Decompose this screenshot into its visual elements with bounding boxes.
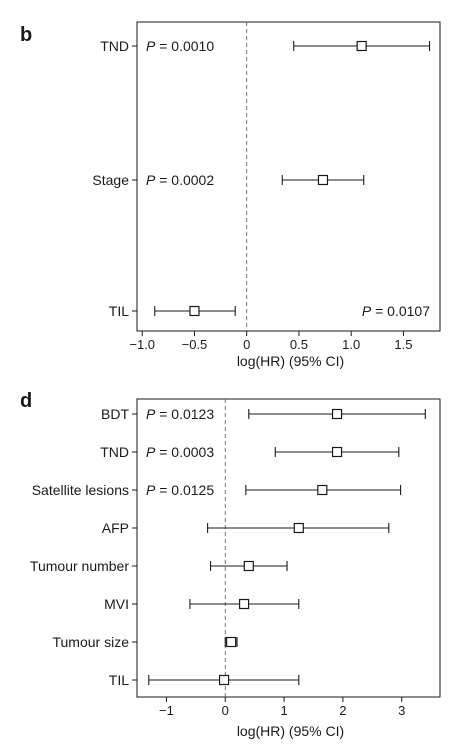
estimate-marker — [189, 305, 200, 317]
forest-row: Stage P = 0.0002 — [92, 172, 365, 188]
estimate-marker — [238, 598, 250, 610]
row-label: TND — [100, 444, 129, 460]
x-tick-label: 1.0 — [342, 337, 360, 352]
p-value-label: P = 0.0125 — [146, 482, 214, 498]
p-value-label: P = 0.0002 — [146, 172, 214, 188]
x-axis-title: log(HR) (95% CI) — [237, 353, 344, 369]
forest-row: TIL — [109, 672, 300, 688]
row-label: AFP — [102, 520, 129, 536]
row-label: MVI — [104, 596, 129, 612]
x-tick-label: 1 — [280, 703, 287, 718]
panel-d: d −1 0 1 2 3 log(HR) (95% CI) BDT P = 0.0123 TND P… — [20, 390, 441, 739]
x-tick-label: −1.0 — [129, 337, 155, 352]
x-tick-label: 0 — [222, 703, 229, 718]
forest-row: TND P = 0.0010 — [100, 38, 431, 54]
estimate-marker — [317, 174, 329, 186]
row-label: Satellite lesions — [32, 482, 129, 498]
x-tick-label: 1.5 — [394, 337, 412, 352]
forest-row: Tumour number — [30, 558, 288, 574]
p-value-label: P = 0.0010 — [146, 38, 214, 54]
forest-row: MVI — [104, 596, 300, 612]
plot-frame — [136, 398, 441, 698]
row-label: TIL — [109, 303, 129, 319]
row-label: TND — [100, 38, 129, 54]
row-label: Stage — [92, 172, 129, 188]
estimate-marker — [293, 522, 304, 534]
panel-letter: b — [20, 24, 32, 46]
row-label: Tumour number — [30, 558, 129, 574]
x-tick-label: −0.5 — [182, 337, 208, 352]
row-label: Tumour size — [52, 634, 129, 650]
estimate-marker — [331, 446, 343, 458]
estimate-marker — [218, 674, 230, 686]
x-tick-label: 0.5 — [290, 337, 308, 352]
estimate-marker — [331, 408, 343, 420]
row-label: TIL — [109, 672, 129, 688]
forest-row: AFP — [102, 520, 390, 536]
estimate-marker — [226, 636, 237, 648]
forest-row: BDT P = 0.0123 — [101, 406, 426, 422]
x-tick-label: −1 — [159, 703, 174, 718]
p-value-label: P = 0.0003 — [146, 444, 214, 460]
p-value-label: P = 0.0107 — [362, 303, 430, 319]
x-tick-label: 0 — [243, 337, 250, 352]
panel-b: b −1.0 −0.5 0 0.5 1.0 1.5 log(HR) (95% CI) TND P … — [20, 21, 441, 369]
estimate-marker — [243, 560, 254, 572]
plot-frame — [136, 21, 441, 332]
panel-letter: d — [20, 390, 32, 412]
forest-row: TND P = 0.0003 — [100, 444, 400, 460]
row-label: BDT — [101, 406, 129, 422]
forest-row: TIL P = 0.0107 — [109, 303, 430, 319]
forest-row: Tumour size — [52, 634, 238, 650]
x-tick-label: 3 — [398, 703, 405, 718]
p-value-label: P = 0.0123 — [146, 406, 214, 422]
forest-row: Satellite lesions P = 0.0125 — [32, 482, 402, 498]
x-tick-label: 2 — [339, 703, 346, 718]
estimate-marker — [356, 40, 367, 52]
estimate-marker — [317, 484, 328, 496]
x-axis-title: log(HR) (95% CI) — [237, 723, 344, 739]
